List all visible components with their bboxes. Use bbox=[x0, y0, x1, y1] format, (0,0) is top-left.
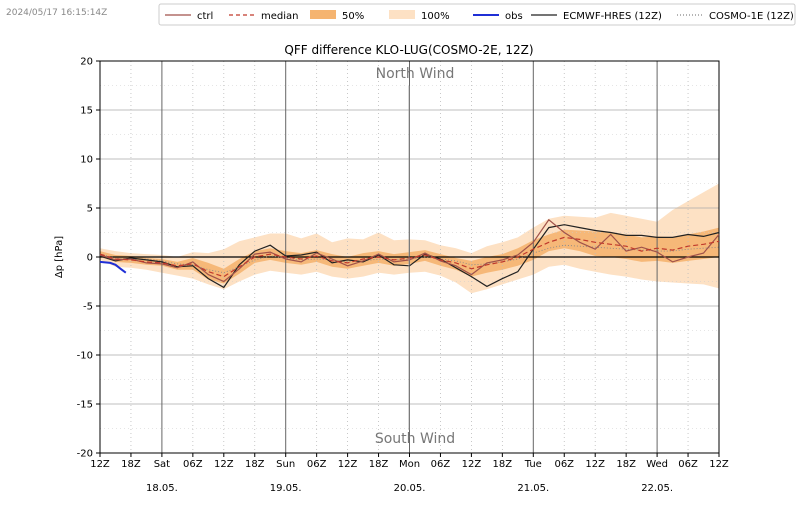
legend-label: obs bbox=[505, 11, 523, 22]
y-tick-label: 20 bbox=[80, 57, 93, 68]
series-cosmo-1e-12z bbox=[99, 244, 720, 274]
y-tick-label: 15 bbox=[80, 106, 93, 117]
x-tick-label: 18Z bbox=[369, 459, 389, 470]
legend-label: ctrl bbox=[197, 11, 213, 22]
x-tick-label: 18Z bbox=[493, 459, 513, 470]
series-ecmwf-hres-12z bbox=[99, 224, 720, 289]
y-tick-label: -15 bbox=[77, 400, 93, 411]
y-tick-label: -10 bbox=[77, 351, 93, 362]
series-median bbox=[99, 236, 720, 278]
x-tick-label: 06Z bbox=[678, 459, 698, 470]
x-date-label: 21.05. bbox=[517, 483, 549, 494]
legend-label: COSMO-1E (12Z) bbox=[709, 11, 794, 22]
y-tick-label: -20 bbox=[77, 449, 93, 460]
x-date-label: 18.05. bbox=[146, 483, 178, 494]
south-wind-annotation: South Wind bbox=[375, 431, 455, 447]
legend-item: median bbox=[229, 11, 299, 22]
x-date-label: 22.05. bbox=[641, 483, 673, 494]
series-ctrl bbox=[99, 218, 720, 283]
legend-label: 50% bbox=[342, 11, 364, 22]
x-date-label: 20.05. bbox=[394, 483, 426, 494]
x-date-label: 19.05. bbox=[270, 483, 302, 494]
legend: ctrl median 50% 100% obs ECMWF-HRES (12Z) COSM… bbox=[158, 3, 796, 26]
x-tick-label: 06Z bbox=[183, 459, 203, 470]
x-tick-label: 12Z bbox=[709, 459, 729, 470]
x-tick-label: 06Z bbox=[431, 459, 451, 470]
x-tick-label: 12Z bbox=[214, 459, 234, 470]
legend-label: 100% bbox=[421, 11, 450, 22]
legend-label: median bbox=[261, 11, 299, 22]
y-tick-label: 0 bbox=[87, 253, 93, 264]
series-obs bbox=[99, 260, 127, 274]
x-tick-label: 12Z bbox=[338, 459, 358, 470]
x-tick-label: Sat bbox=[154, 459, 170, 470]
x-tick-label: 18Z bbox=[616, 459, 636, 470]
y-tick-label: 10 bbox=[80, 155, 93, 166]
x-tick-label: 18Z bbox=[121, 459, 141, 470]
x-tick-label: 18Z bbox=[245, 459, 265, 470]
legend-swatch bbox=[310, 10, 336, 19]
x-tick-label: 06Z bbox=[307, 459, 327, 470]
x-tick-label: Sun bbox=[276, 459, 295, 470]
legend-swatch bbox=[389, 10, 415, 19]
x-tick-label: Tue bbox=[524, 459, 542, 470]
legend-item: 50% bbox=[310, 10, 364, 22]
legend-item: ECMWF-HRES (12Z) bbox=[531, 11, 662, 22]
y-tick-label: 5 bbox=[87, 204, 93, 215]
x-tick-label: Wed bbox=[646, 459, 668, 470]
timestamp: 2024/05/17 16:15:14Z bbox=[6, 8, 107, 18]
x-tick-label: 12Z bbox=[462, 459, 482, 470]
x-tick-label: 12Z bbox=[585, 459, 605, 470]
x-tick-label: Mon bbox=[399, 459, 420, 470]
y-tick-label: -5 bbox=[83, 302, 93, 313]
legend-item: ctrl bbox=[165, 11, 213, 22]
north-wind-annotation: North Wind bbox=[376, 66, 455, 82]
legend-label: ECMWF-HRES (12Z) bbox=[563, 11, 662, 22]
legend-item: obs bbox=[473, 11, 523, 22]
chart-title: QFF difference KLO-LUG(COSMO-2E, 12Z) bbox=[284, 43, 533, 57]
y-axis-label: Δp [hPa] bbox=[54, 236, 65, 278]
legend-item: COSMO-1E (12Z) bbox=[677, 11, 794, 22]
legend-item: 100% bbox=[389, 10, 450, 22]
x-tick-label: 12Z bbox=[90, 459, 110, 470]
x-tick-label: 06Z bbox=[554, 459, 574, 470]
